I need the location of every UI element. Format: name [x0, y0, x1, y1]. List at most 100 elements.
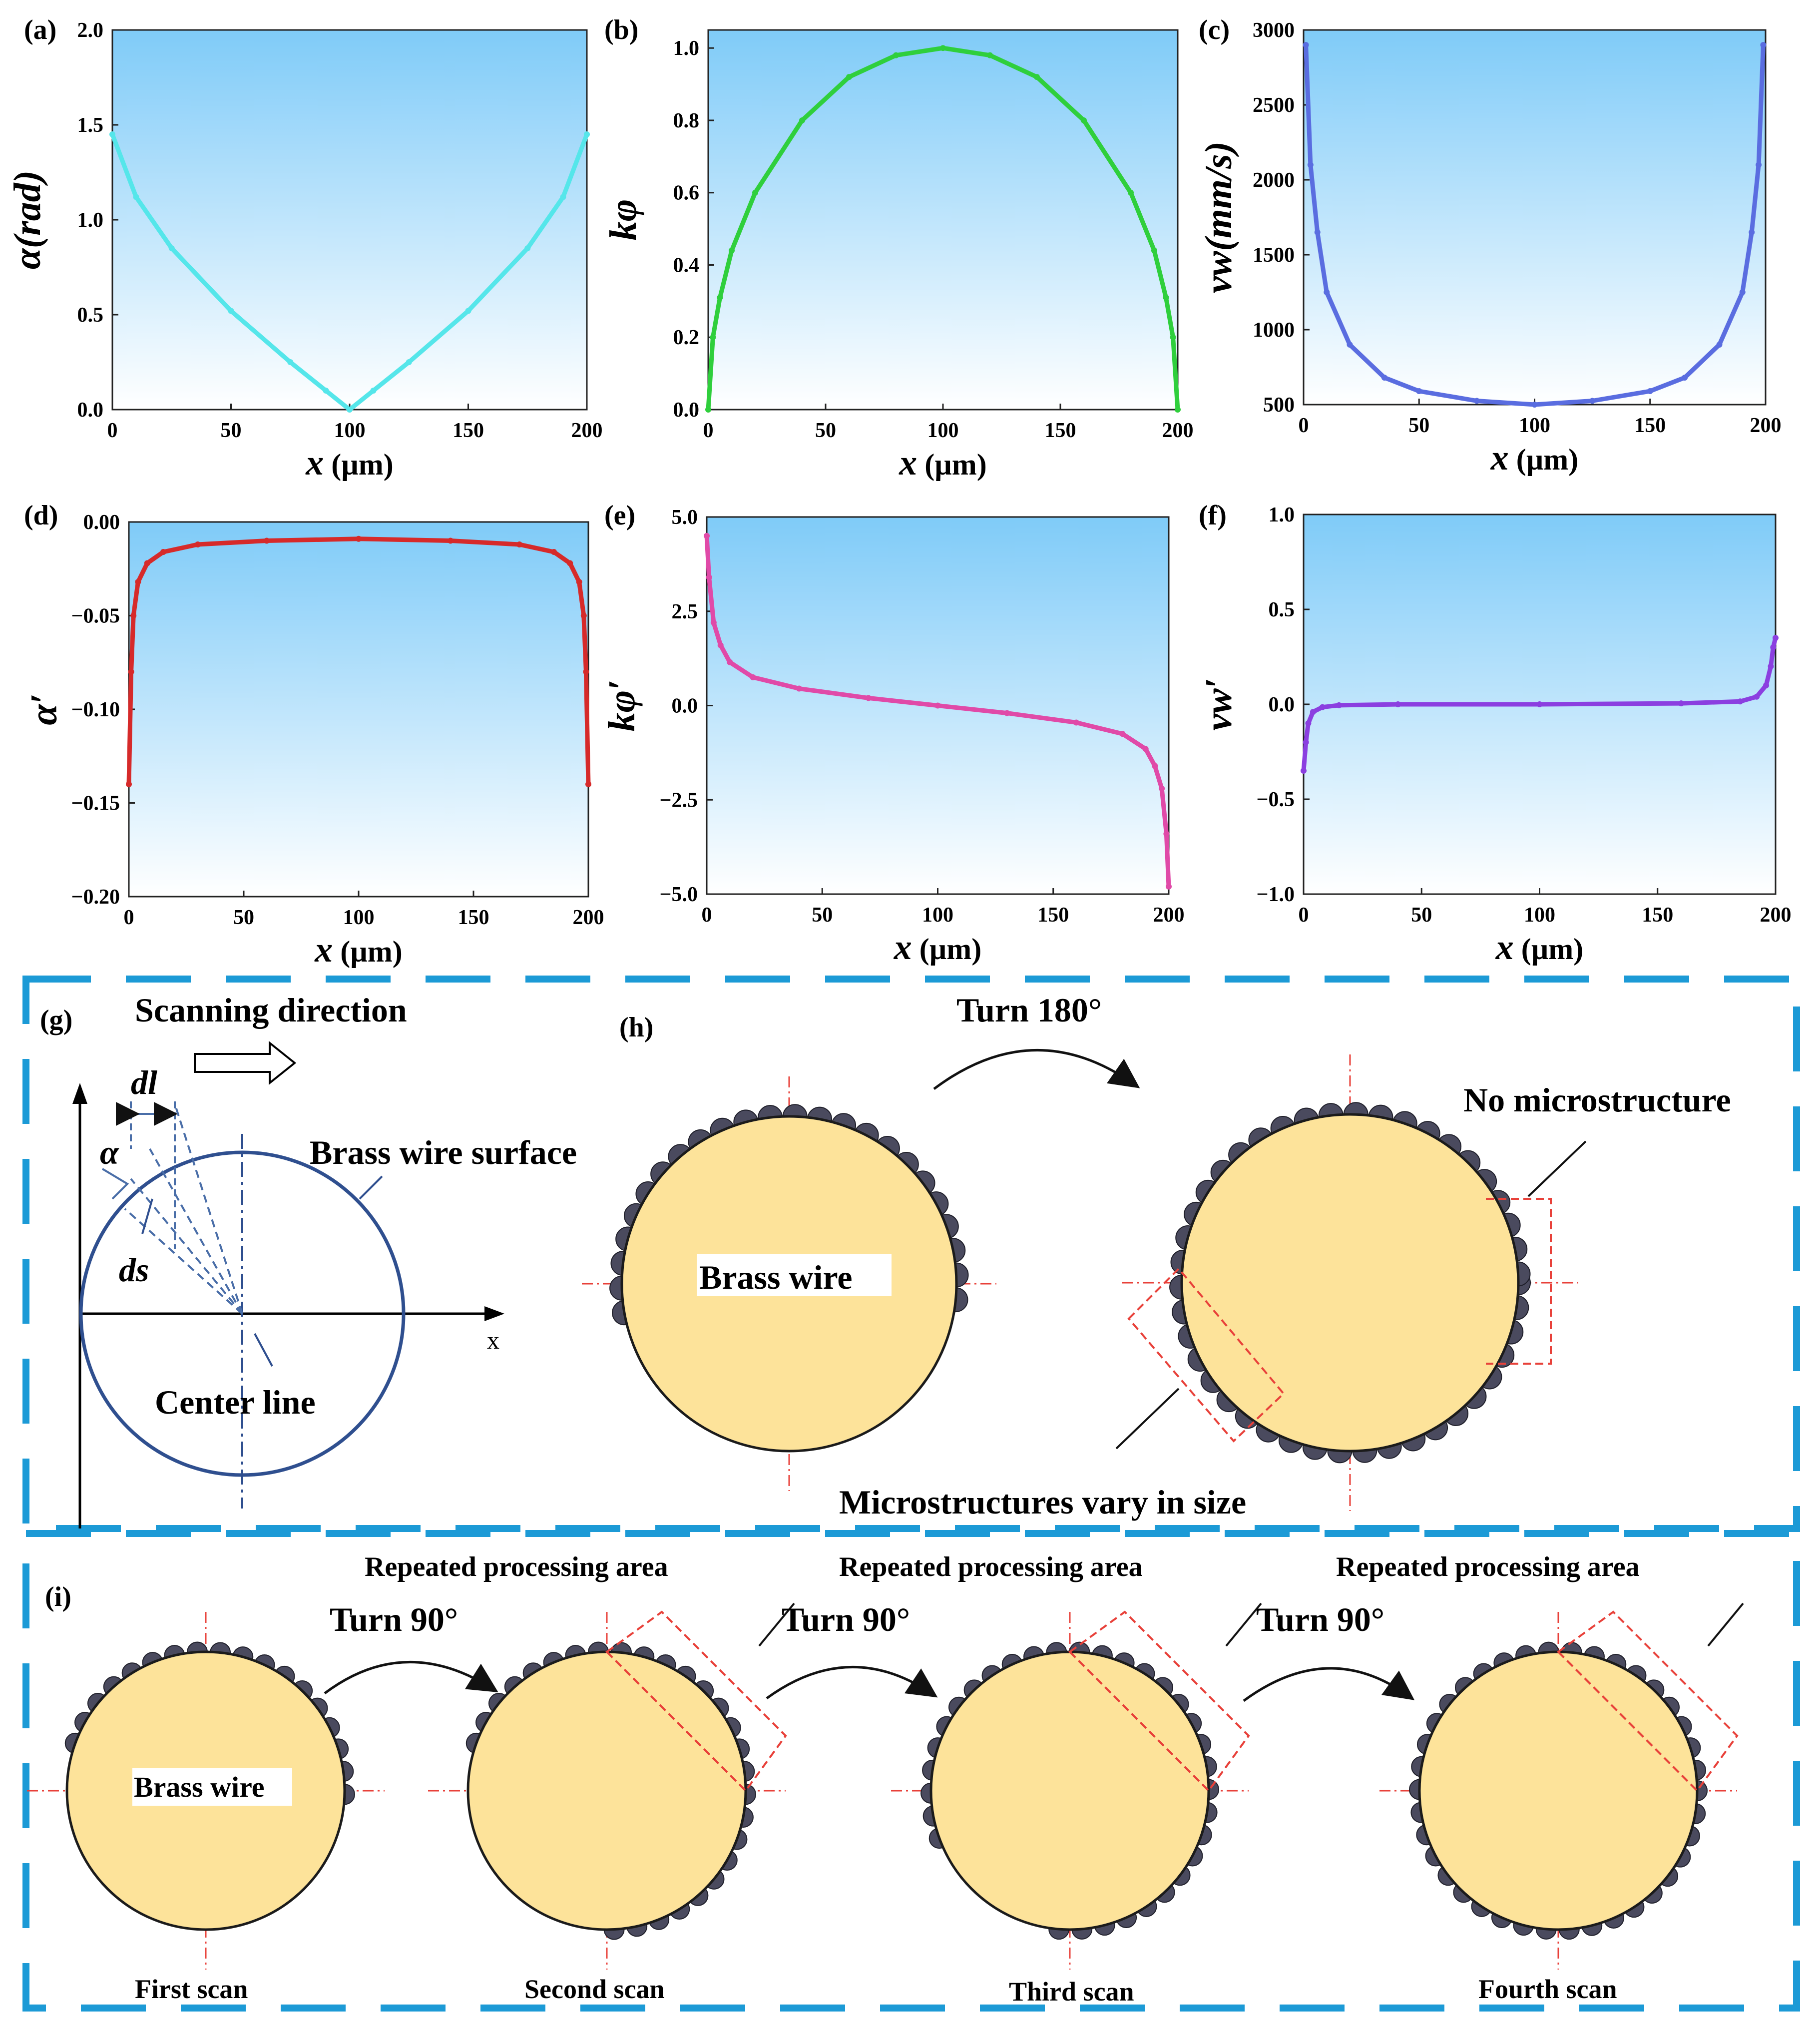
- y-tick-label: −2.5: [660, 789, 698, 812]
- data-point: [940, 45, 946, 51]
- y-tick-label: −0.15: [71, 792, 120, 815]
- data-point: [1159, 785, 1165, 792]
- x-tick-label: 50: [1411, 904, 1432, 927]
- panel-label-i: (i): [45, 1581, 71, 1612]
- data-point: [706, 574, 712, 580]
- data-point: [1163, 831, 1170, 837]
- data-point: [1307, 162, 1314, 168]
- ds-leader-line: [141, 1198, 153, 1234]
- data-point: [195, 541, 201, 547]
- data-point: [1754, 693, 1760, 700]
- no-microstructure-label: No microstructure: [1463, 1081, 1731, 1119]
- y-tick-label: 1.0: [1269, 504, 1295, 526]
- data-point: [135, 579, 141, 585]
- turn-180-arrow: [933, 1049, 1140, 1090]
- x-tick-label: 200: [1760, 904, 1792, 927]
- x-tick-label: 150: [1045, 419, 1076, 442]
- x-tick-label: 200: [573, 906, 604, 929]
- brass-wire-label-bg: [697, 1254, 892, 1296]
- turn-90-arrow-3: [1243, 1667, 1415, 1702]
- brass-wire-label: Brass wire: [699, 1258, 853, 1296]
- y-axis-label: α′: [23, 693, 65, 725]
- data-point: [1749, 229, 1755, 235]
- x-axis-unit: (µm): [324, 448, 394, 481]
- data-point: [750, 674, 756, 680]
- scan-label-3: Third scan: [1009, 1977, 1134, 2007]
- data-point: [1152, 763, 1158, 769]
- data-point: [987, 52, 993, 58]
- x-tick-label: 150: [458, 906, 489, 929]
- repeated-label-3: Repeated processing area: [1336, 1551, 1640, 1582]
- data-point: [448, 537, 454, 544]
- microstructures-vary-label: Microstructures vary in size: [839, 1483, 1246, 1521]
- data-point: [1381, 375, 1387, 381]
- data-point: [133, 194, 139, 200]
- data-point: [1739, 289, 1746, 295]
- data-point: [796, 685, 802, 692]
- data-point: [717, 642, 724, 648]
- turn-90-label-3: Turn 90°: [1256, 1600, 1384, 1638]
- data-point: [1319, 704, 1326, 710]
- scan-label-2: Second scan: [524, 1974, 665, 2004]
- y-tick-label: 0.5: [77, 304, 104, 327]
- x-tick-label: 100: [1524, 904, 1555, 927]
- data-point: [356, 535, 362, 542]
- data-point: [1166, 883, 1172, 890]
- data-point: [1073, 719, 1079, 726]
- data-point: [1336, 702, 1342, 708]
- frame-i: [22, 1530, 1800, 2012]
- radial-line-3: [174, 1103, 243, 1314]
- data-point: [1773, 635, 1779, 641]
- x-axis-symbol: x: [899, 443, 917, 483]
- data-point: [1473, 398, 1480, 404]
- panel-label-b: (b): [604, 14, 638, 45]
- chart-panel-f: (f) 0 50 100 150 200 −1.0 −0.5 0.0 0.5 1.0 x (µm) v…: [1198, 500, 1792, 967]
- panel-label-h: (h): [619, 1012, 653, 1043]
- y-axis-label: vw′: [1198, 678, 1240, 731]
- data-point: [109, 131, 115, 137]
- alpha-label: α: [100, 1133, 119, 1171]
- data-point: [1081, 117, 1087, 123]
- data-point: [1163, 294, 1169, 301]
- y-tick-label: 0.00: [83, 511, 120, 534]
- y-tick-label: −0.20: [71, 886, 120, 909]
- y-tick-label: −0.10: [71, 698, 120, 721]
- data-point: [168, 245, 175, 251]
- x-axis-label: x (µm): [305, 443, 394, 483]
- data-point: [1756, 162, 1762, 168]
- data-point: [1004, 710, 1010, 716]
- y-tick-label: 0.8: [673, 109, 700, 132]
- panel-label-f: (f): [1199, 500, 1227, 531]
- x-tick-label: 150: [1634, 414, 1666, 437]
- x-axis-unit: (µm): [912, 933, 982, 966]
- y-tick-label: 500: [1263, 394, 1295, 417]
- data-point: [144, 560, 150, 566]
- repeated-label-2: Repeated processing area: [839, 1551, 1143, 1582]
- data-point: [1151, 247, 1157, 254]
- center-line-leader: [254, 1333, 273, 1367]
- y-tick-label: 0.4: [673, 254, 700, 277]
- x-axis-label: x (µm): [1495, 927, 1584, 967]
- data-point: [1737, 698, 1744, 705]
- y-axis-label: kφ: [602, 199, 644, 240]
- data-point: [1682, 375, 1688, 381]
- data-point: [516, 541, 522, 547]
- radial-line-1: [130, 1178, 243, 1315]
- data-point: [1170, 334, 1176, 341]
- data-point: [287, 359, 294, 365]
- x-tick-label: 0: [107, 419, 118, 442]
- y-tick-label: 2500: [1253, 94, 1295, 117]
- y-tick-label: 0.0: [673, 399, 700, 422]
- chart-panel-d: (d) 0 50 100 150 200 −0.20 −0.15 −0.10 −0.05 0.00…: [23, 500, 604, 970]
- data-point: [729, 247, 735, 254]
- chart-panel-b: (b) 0 50 100 150 200 0.0 0.2 0.4 0.6 0.8 1.0 x (µm)…: [602, 14, 1194, 483]
- y-tick-label: 0.6: [673, 182, 700, 205]
- data-point: [126, 781, 132, 787]
- data-point: [1395, 701, 1401, 707]
- dl-label: dl: [131, 1063, 157, 1101]
- y-tick-label: −5.0: [660, 883, 698, 906]
- data-point: [1536, 701, 1543, 707]
- data-point: [1301, 768, 1307, 774]
- y-tick-label: 1500: [1253, 244, 1295, 267]
